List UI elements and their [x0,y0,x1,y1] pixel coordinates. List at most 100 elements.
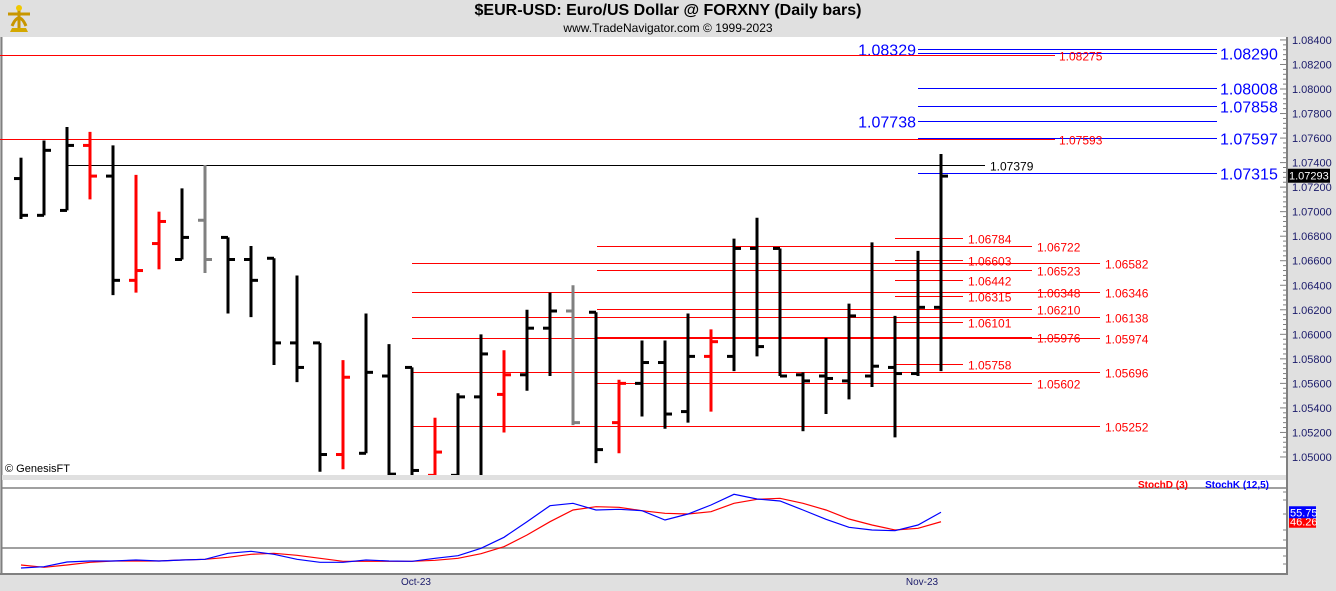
level-label: 1.05974 [1105,333,1149,347]
ohlc-bar [727,238,741,372]
level-label: 1.07315 [1220,167,1278,184]
last-price-tag [1288,168,1330,183]
ohlc-bar [14,157,28,220]
y-tick-label: 1.05400 [1292,403,1332,415]
ohlc-bar [336,360,350,470]
ohlc-bar [175,188,189,261]
ohlc-bar [612,379,626,454]
y-tick-label: 1.08200 [1292,59,1332,71]
y-tick-label: 1.06200 [1292,305,1332,317]
ohlc-bar [796,372,810,432]
chart-title: $EUR-USD: Euro/US Dollar @ FORXNY (Daily… [474,2,862,19]
ohlc-bar [405,365,419,475]
level-label: 1.08329 [858,43,916,60]
ohlc-bar [198,165,212,273]
ohlc-bar [474,334,488,475]
y-tick-label: 1.07600 [1292,133,1332,145]
ohlc-bar [704,329,718,412]
level-label: 1.08290 [1220,47,1278,64]
last-price-label: 1.07293 [1289,171,1329,183]
y-tick-label: 1.05600 [1292,378,1332,390]
y-tick-label: 1.07800 [1292,109,1332,121]
ohlc-bar [635,340,649,417]
ohlc-bar [911,250,925,377]
x-tick-label: Nov-23 [906,577,939,588]
y-tick-label: 1.08400 [1292,35,1332,47]
ohlc-bar [290,275,304,383]
ohlc-bar [497,350,511,433]
level-label: 1.05252 [1105,421,1149,435]
level-label: 1.05696 [1105,367,1149,381]
ohlc-bar [106,145,120,296]
ohlc-bar [773,246,787,378]
stoch-panel [2,480,1286,573]
level-label: 1.06210 [1037,304,1081,318]
y-tick-label: 1.06600 [1292,256,1332,268]
ohlc-bar [37,140,51,217]
ohlc-bar [60,127,74,212]
stoch-value-label: 55.75 [1290,507,1318,519]
y-tick-label: 1.05800 [1292,354,1332,366]
ohlc-bar [589,310,603,464]
ohlc-bar [934,154,948,372]
level-label: 1.06442 [968,275,1012,289]
level-label: 1.06722 [1037,241,1081,255]
level-label: 1.08008 [1220,82,1278,99]
chart-subtitle: www.TradeNavigator.com © 1999-2023 [563,21,773,35]
level-label: 1.06348 [1037,287,1081,301]
level-label: 1.07593 [1059,134,1103,148]
stoch-value-label: 46.26 [1290,517,1318,529]
copyright-label: © GenesisFT [5,463,70,475]
ohlc-bar [750,217,764,357]
sextant-logo-icon [4,2,34,36]
ohlc-bar [359,313,373,455]
y-tick-label: 1.06400 [1292,280,1332,292]
legend-stochk: StochK (12,5) [1205,480,1269,491]
ohlc-bar [865,242,879,388]
ohlc-bar [842,303,856,400]
level-label: 1.06523 [1037,265,1081,279]
y-tick-label: 1.06000 [1292,329,1332,341]
ohlc-bar [543,292,557,377]
y-tick-label: 1.06800 [1292,231,1332,243]
level-label: 1.06784 [968,233,1012,247]
ohlc-bar [566,285,580,426]
level-label: 1.07858 [1220,100,1278,117]
y-tick-label: 1.08000 [1292,84,1332,96]
level-label: 1.06603 [968,255,1012,269]
y-tick-label: 1.05200 [1292,427,1332,439]
level-label: 1.06582 [1105,258,1149,272]
price-panel [2,37,1286,475]
stoch-value-tag [1289,506,1316,519]
ohlc-bar [129,174,143,293]
ohlc-bar [658,340,672,429]
x-tick-label: Oct-23 [401,577,431,588]
ohlc-bar [382,344,396,476]
ohlc-bar [819,337,833,415]
stoch-value-tag [1289,515,1316,528]
level-label: 1.06101 [968,317,1012,331]
level-label: 1.08275 [1059,50,1103,64]
chart-header: $EUR-USD: Euro/US Dollar @ FORXNY (Daily… [0,0,1336,37]
ohlc-bar [83,131,97,200]
level-label: 1.06346 [1105,287,1149,301]
ohlc-bar [244,246,258,318]
panel-separator [2,475,1286,480]
level-label: 1.05758 [968,359,1012,373]
ohlc-bar [267,256,281,365]
level-label: 1.06138 [1105,312,1149,326]
y-tick-label: 1.05000 [1292,452,1332,464]
ohlc-bar [152,211,166,270]
stoch-series-line [20,493,942,569]
legend-stochd: StochD (3) [1138,480,1188,491]
ohlc-bar [313,341,327,472]
level-label: 1.07379 [990,160,1034,174]
y-tick-label: 1.07200 [1292,182,1332,194]
y-tick-label: 1.07400 [1292,158,1332,170]
y-tick-label: 1.07000 [1292,207,1332,219]
ohlc-bar [520,309,534,391]
level-label: 1.06315 [968,291,1012,305]
level-label: 1.07597 [1220,132,1278,149]
level-label: 1.05976 [1037,332,1081,346]
